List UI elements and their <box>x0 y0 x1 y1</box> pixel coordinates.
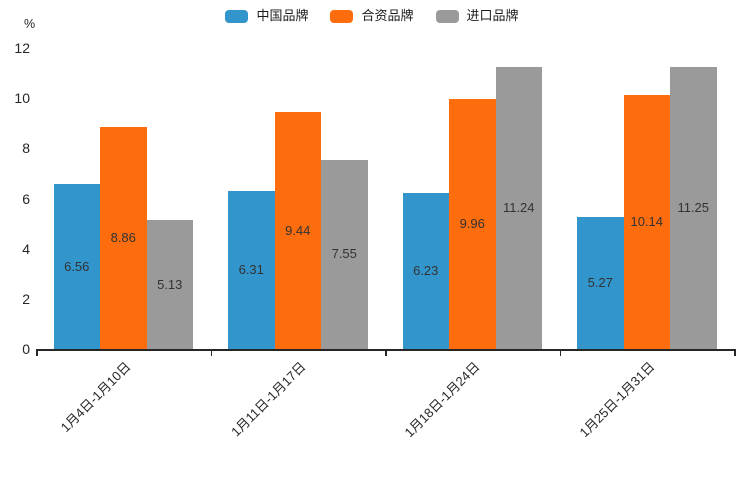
x-axis-line <box>36 349 736 351</box>
x-tick-label: 1月25日-1月31日 <box>576 359 658 441</box>
bar-value-label: 5.13 <box>157 276 183 292</box>
bar[interactable] <box>228 190 275 349</box>
x-axis-tick <box>734 350 736 356</box>
legend-label: 进口品牌 <box>466 8 519 23</box>
x-tick-label: 1月4日-1月10日 <box>57 359 134 436</box>
bar[interactable] <box>495 67 542 349</box>
bar[interactable] <box>577 216 624 349</box>
bar-value-label: 11.24 <box>502 200 535 216</box>
y-tick-label: 12 <box>14 40 30 56</box>
legend-label: 合资品牌 <box>361 8 414 23</box>
y-tick-label: 2 <box>22 290 30 307</box>
bar-value-label: 8.86 <box>110 229 136 245</box>
y-tick-label: 10 <box>14 90 30 107</box>
chart-legend: 中国品牌 合资品牌 进口品牌 <box>0 8 744 24</box>
bar-value-label: 6.23 <box>413 262 439 278</box>
x-axis-tick <box>210 350 212 356</box>
bar[interactable] <box>53 184 100 349</box>
bar-value-label: 6.31 <box>238 261 264 277</box>
bar-value-label: 9.44 <box>285 222 311 238</box>
bar-value-label: 9.96 <box>459 216 485 232</box>
bar-value-label: 11.25 <box>677 199 710 215</box>
legend-swatch-icon <box>330 9 354 23</box>
legend-item-1[interactable]: 中国品牌 <box>225 8 308 24</box>
x-tick-label: 1月11日-1月17日 <box>227 359 309 440</box>
legend-swatch-icon <box>435 9 459 23</box>
bar[interactable] <box>274 112 321 349</box>
bar-value-label: 7.55 <box>331 246 357 262</box>
x-axis-tick <box>385 350 387 356</box>
y-tick-label: 4 <box>22 240 30 257</box>
bar[interactable] <box>402 192 449 349</box>
bar-value-label: 6.56 <box>64 258 90 274</box>
bar-value-label: 5.27 <box>587 274 613 290</box>
bar[interactable] <box>623 94 670 349</box>
y-tick-label: 0 <box>22 341 30 357</box>
legend-swatch-icon <box>225 9 249 23</box>
bar[interactable] <box>670 66 717 349</box>
legend-item-3[interactable]: 进口品牌 <box>435 8 519 24</box>
legend-item-2[interactable]: 合资品牌 <box>330 8 414 24</box>
y-tick-label: 8 <box>22 140 30 157</box>
x-axis-tick <box>36 350 38 356</box>
bar[interactable] <box>100 126 147 349</box>
x-tick-label: 1月18日-1月24日 <box>401 359 483 441</box>
legend-label: 中国品牌 <box>256 8 309 23</box>
bar-value-label: 10.14 <box>630 213 664 229</box>
y-axis-unit-label: % <box>24 17 36 31</box>
y-tick-label: 6 <box>22 190 30 207</box>
bar[interactable] <box>146 220 193 349</box>
x-axis-tick <box>559 350 561 356</box>
bar[interactable] <box>449 99 496 349</box>
bar[interactable] <box>321 159 368 349</box>
